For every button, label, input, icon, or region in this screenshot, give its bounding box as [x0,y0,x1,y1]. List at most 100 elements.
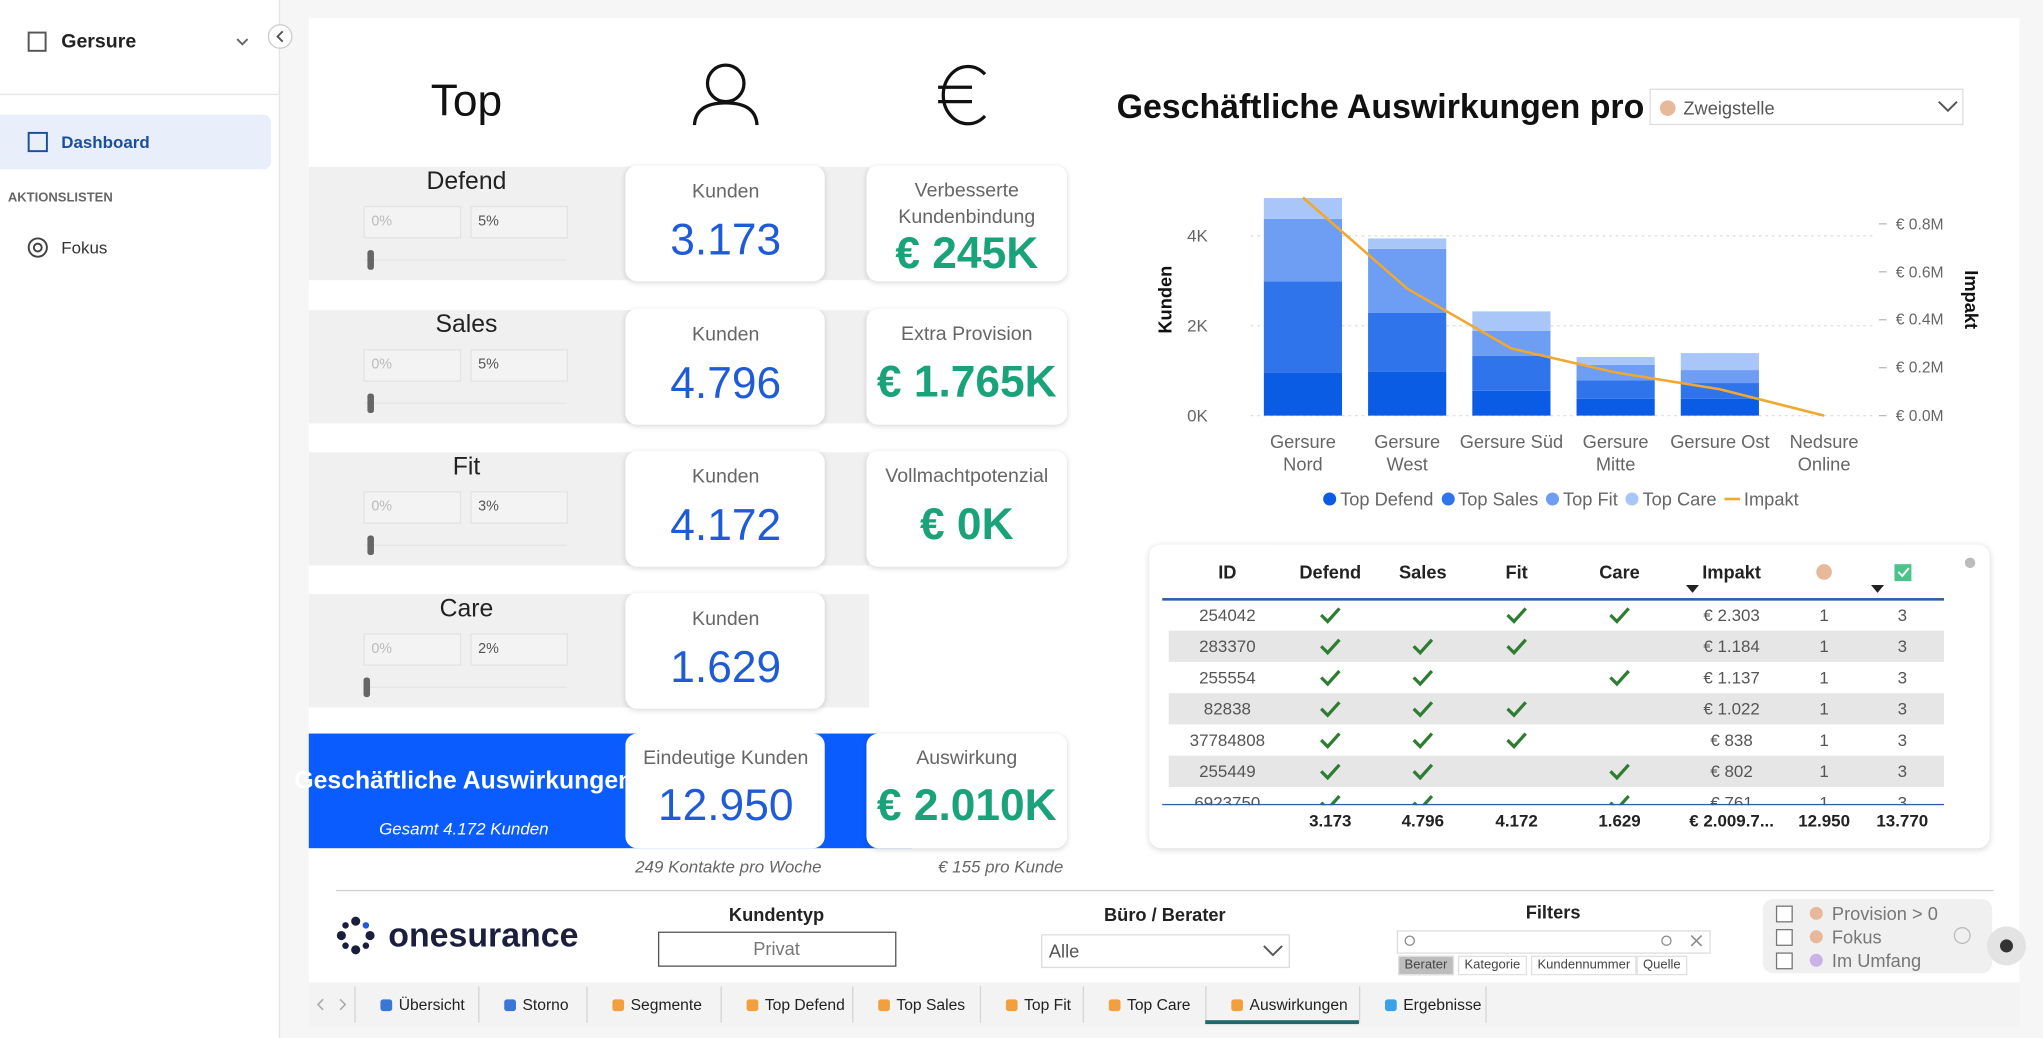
slicer-box[interactable] [363,491,462,524]
toggle-label[interactable]: Provision > 0 [1831,902,1938,924]
check-icon [1412,669,1434,687]
check-icon [1320,638,1341,656]
slider-handle[interactable] [367,250,374,270]
tab[interactable]: Storno [522,995,569,1014]
tab-bar [308,982,2020,1027]
legend-swatch [1724,497,1741,501]
table-header[interactable]: Sales [1398,561,1447,583]
slider-handle[interactable] [363,677,371,698]
filter-label: Kundentyp [728,904,825,926]
slider-handle[interactable] [367,535,374,556]
slicer-box[interactable] [363,349,462,382]
kpi-value: 1.629 [670,642,782,693]
legend-swatch [1546,492,1560,506]
slider-track [364,686,567,688]
check-icon [1320,701,1341,718]
slicer-box[interactable] [470,349,569,382]
filter-tag[interactable]: Quelle [1636,955,1688,976]
note: 249 Kontakte pro Woche [635,856,822,877]
kpi-value: € 0K [919,499,1014,550]
tab-separator [586,986,588,1023]
table-cell: 3 [1897,761,1907,782]
kpi-value: € 2.010K [876,781,1057,831]
y-tick-label: 2K [1187,315,1208,336]
section-label: AKTIONSLISTEN [7,190,113,206]
kpi-value: € 1.765K [876,357,1057,408]
slicer-box[interactable] [363,205,462,239]
check-icon [1320,669,1341,687]
tab-icon [1231,999,1243,1012]
kpi-label: Kunden [692,607,760,630]
slicer-box[interactable] [470,491,569,524]
segment-name: Fit [452,453,481,481]
check-mark [1412,701,1434,718]
tab[interactable]: Segmente [630,995,702,1014]
tab[interactable]: Top Sales [896,995,966,1014]
tab[interactable]: Top Defend [764,995,845,1014]
check-icon [1412,638,1434,656]
filter-tag[interactable]: Kundennummer [1530,955,1637,976]
select-box[interactable] [1041,934,1290,969]
table-cell: 1 [1819,730,1829,750]
toggle-label[interactable]: Im Umfang [1831,949,1922,971]
table-header[interactable]: Care [1599,561,1640,583]
slider-handle[interactable] [367,393,374,414]
checkbox[interactable] [1775,928,1793,946]
check-icon [1609,763,1630,781]
kpi-tile [866,165,1068,282]
slicer-box[interactable] [363,633,462,666]
check-icon [1412,701,1434,718]
search-box[interactable] [1396,930,1711,954]
table-total: 12.950 [1798,811,1851,831]
tab[interactable]: Ergebnisse [1403,995,1482,1014]
checkbox[interactable] [1775,952,1793,970]
tab[interactable]: Top Fit [1024,995,1072,1014]
kpi-tile [866,308,1068,425]
tab[interactable]: Übersicht [398,995,465,1014]
table-cell: 3 [1897,667,1907,688]
tab[interactable]: Top Care [1127,995,1191,1014]
select-value[interactable]: Alle [1048,940,1080,962]
legend-item: Top Sales [1441,489,1538,509]
tab-icon [504,999,516,1012]
toggle-label[interactable]: Fokus [1831,926,1882,948]
select-value[interactable]: Privat [753,938,800,959]
tab-separator [354,986,356,1023]
list-item[interactable]: Fokus [61,237,108,258]
dropdown-value[interactable]: Zweigstelle [1683,97,1775,119]
check-icon [1506,607,1527,624]
y2-tick-label: € 0.6M [1895,262,1944,281]
table-cell: € 802 [1710,761,1753,782]
slicer-value: 5% [478,357,499,373]
chart-title: Geschäftliche Auswirkungen pro [1116,86,1645,126]
divider [0,93,281,96]
select-box[interactable] [657,931,897,967]
table-header[interactable]: ID [1218,561,1237,583]
slicer-box[interactable] [470,633,569,666]
checkbox[interactable] [1775,905,1793,923]
x-tick-label: Nedsure Online [1789,431,1859,475]
filter-tag[interactable]: Kategorie [1457,955,1527,976]
legend-item: Top Defend [1323,489,1433,509]
slicer-box[interactable] [470,205,569,239]
kpi-value: 12.950 [657,781,794,831]
y2-axis-title: Impakt [1960,270,1982,330]
table-cell: 1 [1819,792,1829,806]
legend-item: Top Fit [1546,489,1618,509]
tab[interactable]: Auswirkungen [1249,995,1348,1014]
check-mark [1506,638,1527,656]
table-header[interactable]: Defend [1299,561,1362,583]
x-tick-label: Gersure Mitte [1582,431,1649,475]
y2-tick-label: € 0.4M [1895,310,1944,329]
tab-icon [878,999,890,1012]
kpi-label: Kunden [692,465,760,488]
table-header[interactable]: Impakt [1702,561,1761,583]
kpi-value: 4.796 [670,358,782,409]
filter-tag[interactable]: Berater [1398,955,1454,976]
kpi-label: Vollmachtpotenzial [885,465,1049,488]
nav-item[interactable]: Dashboard [61,132,150,152]
dropdown[interactable] [1649,88,1964,126]
check-mark [1609,669,1630,687]
slicer-value: 5% [478,213,499,230]
table-header[interactable]: Fit [1505,561,1528,583]
